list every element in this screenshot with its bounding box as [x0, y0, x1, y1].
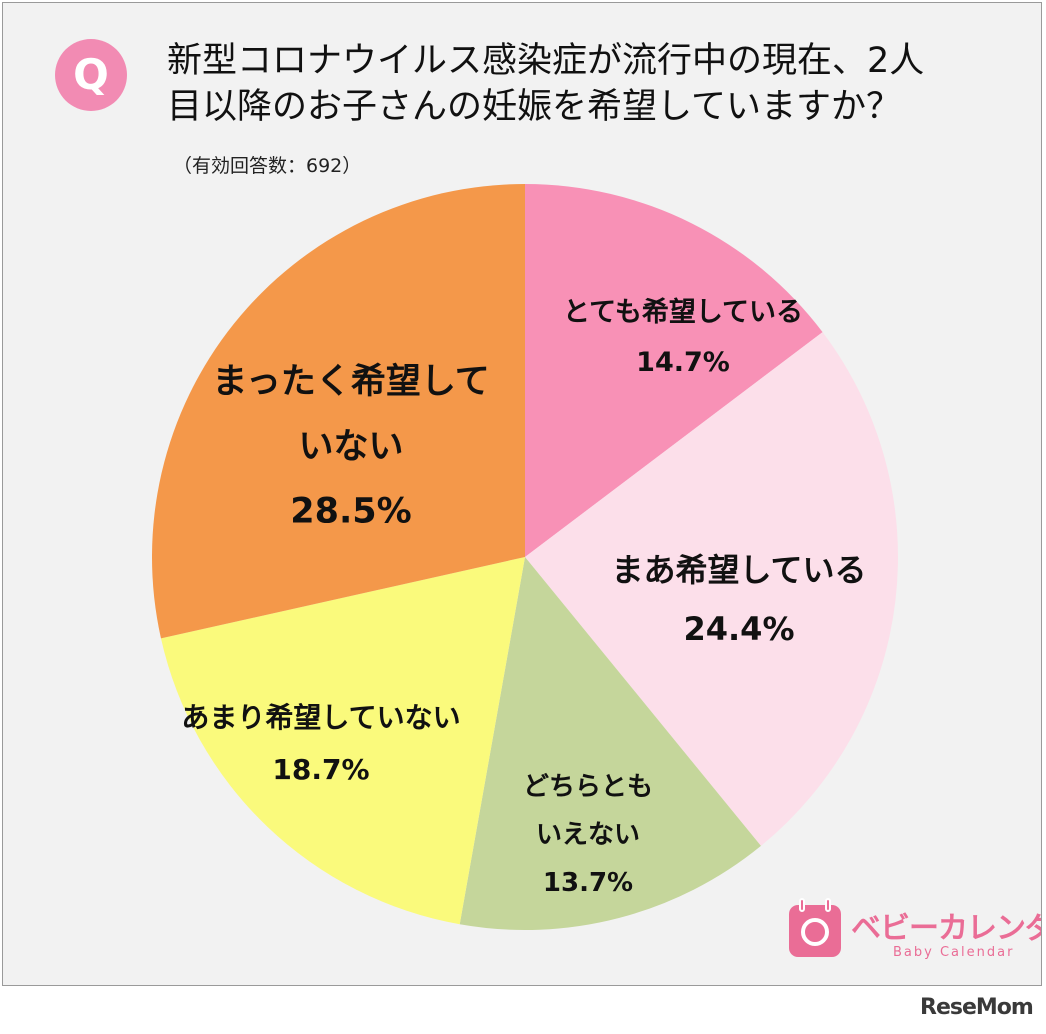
- question-badge: Q: [55, 39, 127, 111]
- pie-slice-1: [525, 184, 823, 557]
- chart-title-line-2: 目以降のお子さんの妊娠を希望していますか？: [167, 87, 901, 127]
- chart-frame: Q 新型コロナウイルス感染症が流行中の現在、2人 目以降のお子さんの妊娠を希望し…: [2, 2, 1042, 986]
- slice-value-label-1: 14.7%: [636, 347, 730, 378]
- slice-value-label-3: 13.7%: [543, 868, 633, 898]
- baby-calendar-logo: ベビーカレンダー Baby Calendar: [789, 898, 1041, 971]
- calendar-logo-icon: [789, 898, 841, 957]
- pie-slice-3: [459, 557, 761, 930]
- pie-slice-4: [160, 557, 526, 925]
- slice-value-label-2: 24.4%: [683, 610, 794, 648]
- resemom-watermark: ReseMom: [920, 995, 1034, 1020]
- logo-name-en: Baby Calendar: [893, 945, 1015, 960]
- slice-category-label-3: どちらとも: [523, 772, 653, 802]
- slice-category-label-1: とても希望している: [563, 297, 803, 328]
- slice-value-label-4: 18.7%: [272, 753, 369, 786]
- chart-title-line-1: 新型コロナウイルス感染症が流行中の現在、2人: [167, 41, 925, 81]
- slice-category-label-2: まあ希望している: [611, 551, 866, 589]
- pie-slice-2: [525, 332, 899, 846]
- slice-category-label-5: まったく希望して: [212, 362, 490, 402]
- slice-category-label-5: いない: [298, 427, 403, 467]
- slice-category-label-3: いえない: [536, 820, 640, 850]
- slice-category-label-4: あまり希望していない: [181, 701, 460, 734]
- logo-name-jp: ベビーカレンダー: [851, 911, 1041, 946]
- chart-subtitle: （有効回答数：692）: [173, 155, 362, 177]
- pie-slice-5: [151, 184, 525, 639]
- slice-value-label-5: 28.5%: [290, 492, 411, 532]
